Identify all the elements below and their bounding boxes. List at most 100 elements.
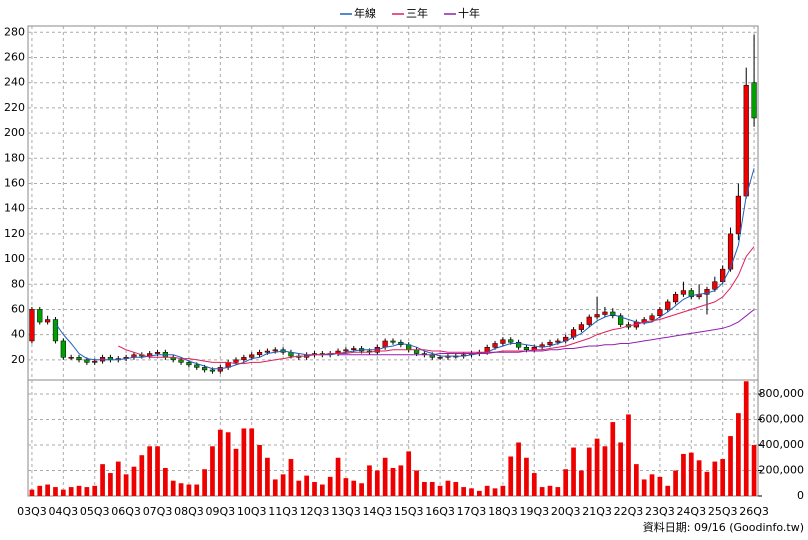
volume-bar <box>461 487 466 496</box>
footnote: 資料日期: 09/16 (Goodinfo.tw) <box>643 520 804 534</box>
volume-bar <box>225 432 231 496</box>
candle-body <box>727 233 734 270</box>
volume-bar <box>555 487 561 496</box>
y-tick-label: 280 <box>4 25 25 38</box>
volume-bar <box>382 457 388 496</box>
x-tick-label: 10Q3 <box>237 505 267 518</box>
x-tick-label: 08Q3 <box>174 505 204 518</box>
y-tick-label: 160 <box>4 176 25 189</box>
plot-frame <box>27 25 759 497</box>
candle-body <box>547 341 553 345</box>
candle-body <box>712 281 718 290</box>
candle-body <box>382 340 388 348</box>
volume-bar <box>414 470 419 496</box>
volume-bar <box>178 483 184 496</box>
volume-bar <box>736 413 741 496</box>
volume-bar <box>257 445 262 496</box>
volume-bar <box>92 485 98 496</box>
candle-body <box>735 195 741 235</box>
y-tick-label: 100 <box>4 252 25 265</box>
ma-line <box>338 309 755 356</box>
candle-body <box>618 315 624 325</box>
volume-bar <box>327 476 333 496</box>
volume-bar <box>445 480 451 496</box>
volume-bar <box>539 487 545 496</box>
x-tick-label: 06Q3 <box>111 505 141 518</box>
y2-tick-label: 0 <box>797 489 804 502</box>
volume-bar <box>241 428 247 496</box>
candle-body <box>60 340 66 358</box>
candle-body <box>351 348 357 351</box>
legend-label: 三年 <box>406 6 428 20</box>
y2-tick-label: 600,000 <box>759 413 805 426</box>
volume-bar <box>665 485 671 496</box>
x-tick-label: 23Q3 <box>645 505 675 518</box>
candle-body <box>84 359 90 363</box>
volume-bar <box>147 446 153 496</box>
y-tick-label: 140 <box>4 202 25 215</box>
volume-bar <box>155 446 160 496</box>
volume-bar <box>751 445 757 496</box>
candle-body <box>672 294 679 303</box>
volume-bar <box>45 484 50 496</box>
candle-body <box>194 364 200 368</box>
volume-bar <box>429 481 435 496</box>
candle-body <box>99 357 106 362</box>
y-tick-label: 240 <box>4 76 25 89</box>
volume-bar <box>649 474 655 496</box>
volume-bar <box>469 488 474 496</box>
x-tick-label: 18Q3 <box>488 505 518 518</box>
volume-bar <box>335 457 341 496</box>
volume-bar <box>618 442 623 496</box>
y2-tick-label: 200,000 <box>759 464 805 477</box>
volume-bar <box>704 471 710 496</box>
candle-body <box>594 314 600 318</box>
volume-bar <box>547 485 553 496</box>
candle-body <box>45 319 51 323</box>
candle-body <box>249 354 255 358</box>
volume-bar <box>68 487 74 496</box>
x-tick-label: 22Q3 <box>614 505 644 518</box>
candle-body <box>500 339 506 344</box>
candle-body <box>515 341 522 348</box>
volume-bar <box>123 474 129 496</box>
volume-bar <box>186 484 192 496</box>
volume-bar <box>610 422 616 496</box>
candle-body <box>492 343 498 348</box>
volume-bar <box>563 469 569 496</box>
y2-tick-label: 800,000 <box>759 387 805 400</box>
y2-tick-label: 400,000 <box>759 438 805 451</box>
candle-body <box>272 349 278 352</box>
volume-bar <box>476 490 482 496</box>
candle-body <box>649 315 655 320</box>
candle-body <box>437 357 443 359</box>
volume-bar <box>374 470 380 496</box>
x-tick-label: 04Q3 <box>48 505 78 518</box>
volume-bar <box>100 464 105 496</box>
volume-bar <box>210 446 215 496</box>
volume-bar <box>202 469 207 496</box>
legend-label: 十年 <box>458 6 480 20</box>
volume-bar <box>626 414 631 496</box>
volume-bar <box>60 489 66 496</box>
volume-bar <box>743 381 749 496</box>
x-tick-label: 13Q3 <box>331 505 361 518</box>
candle-body <box>751 82 757 119</box>
x-tick-label: 03Q3 <box>17 505 47 518</box>
x-tick-label: 15Q3 <box>394 505 424 518</box>
candle-body <box>186 362 192 366</box>
volume-bar <box>304 475 310 496</box>
y-tick-label: 20 <box>11 353 25 366</box>
volume-bar <box>84 487 90 496</box>
volume-bar <box>673 470 678 496</box>
volume-bar <box>249 428 255 496</box>
x-tick-label: 17Q3 <box>457 505 487 518</box>
x-tick-label: 24Q3 <box>676 505 706 518</box>
volume-bar <box>139 455 145 496</box>
volume-bar <box>131 466 137 496</box>
candle-body <box>390 340 396 343</box>
candle-body <box>680 290 687 295</box>
volume-bar <box>359 483 364 496</box>
candle-body <box>704 289 710 295</box>
